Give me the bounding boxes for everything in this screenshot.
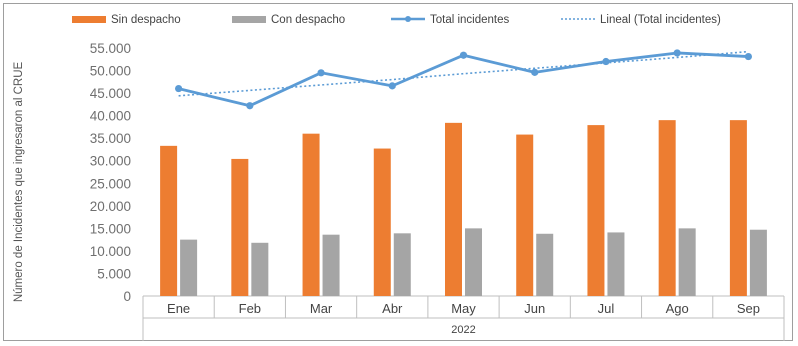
total-point: [602, 57, 610, 66]
chart-frame: Sin despacho Con despacho Total incidentes…: [3, 3, 793, 341]
y-tick-label: 35.000: [90, 131, 131, 146]
x-tick-label: Feb: [239, 301, 261, 316]
trendline: [178, 50, 749, 97]
y-axis-title: Número de Incidentes que ingresaron al C…: [13, 62, 25, 303]
bar-sin-despacho: [587, 125, 605, 296]
total-line-group: [175, 49, 752, 110]
total-point: [531, 68, 539, 76]
x-tick-label: Ago: [666, 301, 689, 316]
y-tick-label: 50.000: [90, 64, 131, 79]
x-tick-label: Ene: [167, 301, 190, 316]
bar-con-despacho: [749, 229, 767, 296]
bars: [160, 120, 767, 297]
bar-con-despacho: [678, 228, 696, 296]
bar-sin-despacho: [516, 134, 534, 296]
x-tick-label: Jul: [598, 301, 615, 316]
legend-swatch-1: [232, 16, 266, 23]
bar-con-despacho: [607, 232, 625, 296]
x-tick-label: Mar: [310, 301, 333, 316]
total-point: [459, 51, 468, 59]
total-point: [673, 49, 681, 57]
legend-label-1: Con despacho: [271, 14, 345, 26]
total-point: [317, 69, 325, 77]
total-point: [744, 52, 752, 61]
total-line: [178, 51, 749, 108]
legend-label-3: Lineal (Total incidentes): [600, 14, 721, 26]
y-tick-label: 45.000: [90, 86, 131, 101]
y-axis-title-group: Número de Incidentes que ingresaron al C…: [13, 62, 25, 303]
y-tick-label: 0: [123, 289, 131, 304]
bar-sin-despacho: [445, 122, 462, 296]
legend-label-2: Total incidentes: [430, 14, 510, 26]
y-tick-label: 30.000: [90, 154, 131, 169]
bar-sin-despacho: [658, 120, 676, 297]
total-point: [175, 84, 183, 93]
y-tick-label: 20.000: [90, 199, 131, 214]
x-tick-label: May: [451, 301, 476, 316]
y-tick-label: 10.000: [90, 244, 131, 259]
category-labels: Ene Feb Mar Abr May Jun Jul Ago Sep 2022: [167, 301, 760, 336]
bar-con-despacho: [393, 233, 411, 296]
y-tick-label: 40.000: [90, 109, 131, 124]
total-point: [246, 102, 254, 110]
year-group-label: 2022: [451, 324, 475, 336]
legend-label-0: Sin despacho: [111, 14, 181, 26]
bar-con-despacho: [465, 228, 482, 296]
bar-con-despacho: [180, 239, 198, 296]
bar-sin-despacho: [160, 145, 178, 296]
y-tick-label: 55.000: [90, 41, 131, 56]
trendline-group: [178, 50, 749, 97]
axes: [142, 295, 785, 341]
bar-sin-despacho: [729, 120, 747, 297]
y-tick-label: 25.000: [90, 176, 131, 191]
total-point: [388, 82, 396, 90]
chart-svg: Sin despacho Con despacho Total incidentes…: [13, 14, 785, 341]
legend-swatch-0: [72, 16, 106, 23]
x-tick-label: Jun: [524, 301, 545, 316]
bar-sin-despacho: [302, 133, 320, 296]
x-tick-label: Abr: [382, 301, 403, 316]
bar-con-despacho: [536, 233, 554, 296]
bar-sin-despacho: [231, 158, 249, 296]
y-tick-label: 15.000: [90, 221, 131, 236]
y-tick-labels: 0 5.000 10.000 15.000 20.000 25.000 30.000 35.0…: [90, 41, 131, 304]
bar-sin-despacho: [373, 148, 391, 296]
legend: Sin despacho Con despacho Total incidentes…: [72, 14, 721, 26]
legend-marker-2: [405, 16, 411, 22]
y-tick-label: 5.000: [97, 266, 131, 281]
bar-con-despacho: [251, 242, 269, 296]
bar-con-despacho: [322, 234, 340, 296]
x-tick-label: Sep: [737, 301, 760, 316]
